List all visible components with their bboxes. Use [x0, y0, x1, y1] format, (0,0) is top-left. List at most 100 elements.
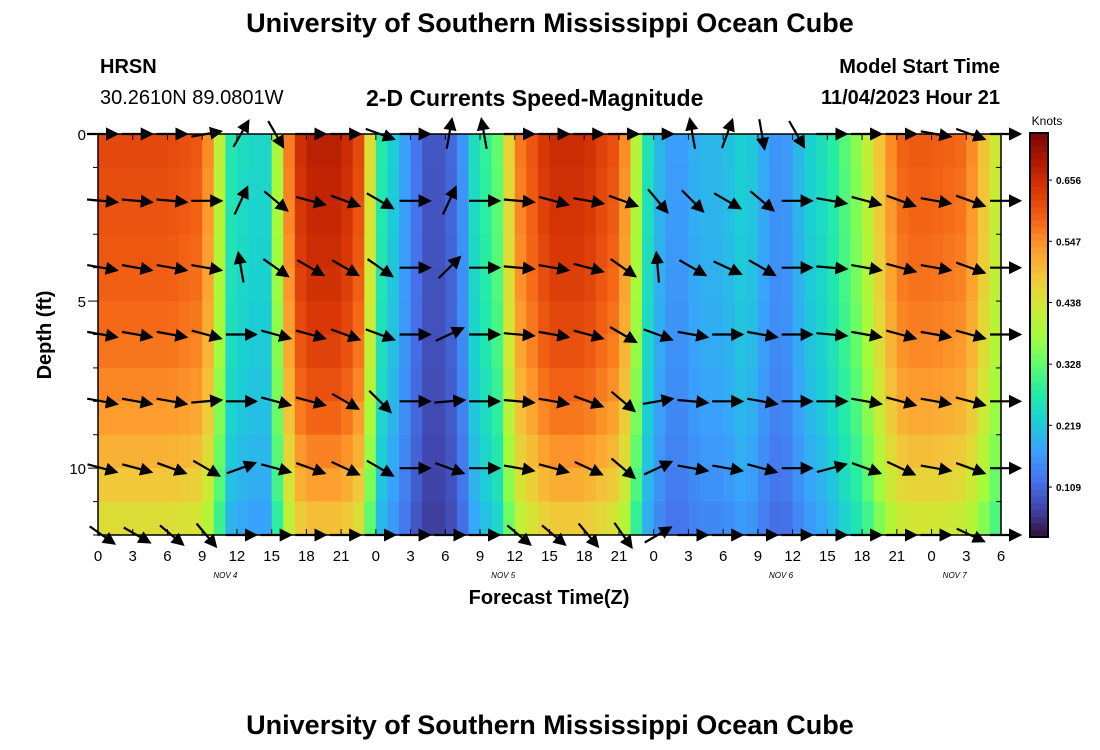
heatmap-cell — [943, 200, 956, 235]
heatmap-cell — [121, 267, 134, 302]
current-arrow — [610, 390, 637, 413]
heatmap-cell — [387, 401, 400, 436]
heatmap-cell — [711, 367, 724, 402]
heatmap-cell — [491, 134, 504, 169]
colorbar-swatch — [1030, 281, 1048, 289]
heatmap-cell — [607, 401, 620, 436]
colorbar-label: Knots — [1032, 114, 1063, 128]
heatmap-cell — [815, 301, 828, 336]
heatmap-cell — [700, 367, 713, 402]
colorbar-tick-label: 0.328 — [1056, 360, 1081, 371]
heatmap-cell — [734, 367, 747, 402]
heatmap-cell — [954, 167, 967, 202]
heatmap-cell — [734, 134, 747, 169]
current-arrow — [368, 389, 393, 414]
heatmap-cell — [155, 234, 169, 269]
heatmap-cell — [723, 334, 736, 369]
heatmap-cell — [862, 167, 875, 202]
heatmap-cell — [931, 200, 944, 235]
heatmap-cell — [294, 334, 307, 369]
heatmap-cell — [294, 468, 307, 503]
heatmap-cell — [977, 334, 991, 369]
heatmap-cell — [850, 301, 863, 336]
heatmap-cell — [213, 200, 226, 235]
heatmap-cell — [584, 134, 597, 169]
heatmap-cell — [723, 367, 736, 402]
heatmap-cell — [769, 434, 782, 469]
heatmap-cell — [781, 267, 794, 302]
current-arrow — [749, 190, 776, 212]
heatmap-cell — [352, 200, 365, 235]
heatmap-cell — [514, 167, 527, 202]
heatmap-cell — [375, 200, 389, 235]
heatmap-cell — [514, 234, 527, 269]
heatmap-cell — [480, 200, 493, 235]
heatmap-cell — [954, 367, 967, 402]
heatmap-cell — [202, 334, 215, 369]
heatmap-cell — [190, 501, 203, 536]
heatmap-cell — [607, 501, 620, 536]
heatmap-cell — [896, 200, 909, 235]
current-arrow — [955, 462, 987, 476]
heatmap-cell — [410, 167, 423, 202]
heatmap-cell — [144, 234, 157, 269]
heatmap-cell — [630, 200, 643, 235]
heatmap-cell — [422, 167, 435, 202]
heatmap-cell — [109, 134, 122, 169]
heatmap-cell — [862, 234, 875, 269]
heatmap-cell — [757, 434, 771, 469]
heatmap-cell — [862, 501, 875, 536]
heatmap-cell — [480, 234, 493, 269]
heatmap-cell — [399, 434, 412, 469]
colorbar-swatch — [1030, 328, 1048, 336]
heatmap-cell — [630, 401, 643, 436]
heatmap-cell — [167, 401, 180, 436]
heatmap-cell — [561, 301, 574, 336]
heatmap-cell — [572, 200, 585, 235]
heatmap-cell — [144, 200, 157, 235]
heatmap-cell — [109, 167, 122, 202]
heatmap-cell — [885, 468, 898, 503]
current-arrow — [156, 194, 189, 208]
heatmap-cell — [433, 167, 446, 202]
current-arrow — [677, 328, 710, 342]
heatmap-cell — [271, 334, 284, 369]
heatmap-cell — [549, 267, 562, 302]
heatmap-cell — [723, 267, 736, 302]
heatmap-cell — [526, 434, 539, 469]
heatmap-cell — [132, 167, 145, 202]
heatmap-cell — [491, 468, 504, 503]
current-arrow — [573, 195, 606, 209]
heatmap-cell — [98, 167, 111, 202]
heatmap-cell — [838, 367, 852, 402]
heatmap-cell — [98, 134, 111, 169]
heatmap-cell — [676, 434, 690, 469]
heatmap-cell — [387, 301, 400, 336]
current-arrow — [233, 185, 249, 215]
heatmap-cell — [653, 301, 666, 336]
heatmap-cell — [723, 401, 736, 436]
heatmap-cell — [966, 434, 979, 469]
heatmap-cell — [977, 167, 991, 202]
heatmap-cell — [676, 367, 690, 402]
heatmap-cell — [977, 134, 991, 169]
heatmap-cell — [537, 134, 551, 169]
heatmap-cell — [838, 334, 852, 369]
heatmap-cell — [202, 200, 215, 235]
x-tick-label: 3 — [406, 548, 414, 565]
heatmap-cell — [862, 434, 875, 469]
heatmap-cell — [225, 200, 238, 235]
heatmap-cell — [618, 301, 632, 336]
heatmap-cell — [781, 334, 794, 369]
heatmap-cell — [537, 167, 551, 202]
current-arrow — [331, 460, 361, 476]
current-arrow — [920, 395, 953, 409]
colorbar-swatch — [1030, 314, 1048, 323]
current-arrow — [816, 460, 848, 474]
heatmap-cell — [850, 468, 863, 503]
heatmap-cell — [317, 434, 331, 469]
heatmap-cell — [410, 134, 423, 169]
heatmap-cell — [595, 200, 608, 235]
heatmap-cell — [109, 267, 122, 302]
heatmap-cell — [549, 401, 562, 436]
